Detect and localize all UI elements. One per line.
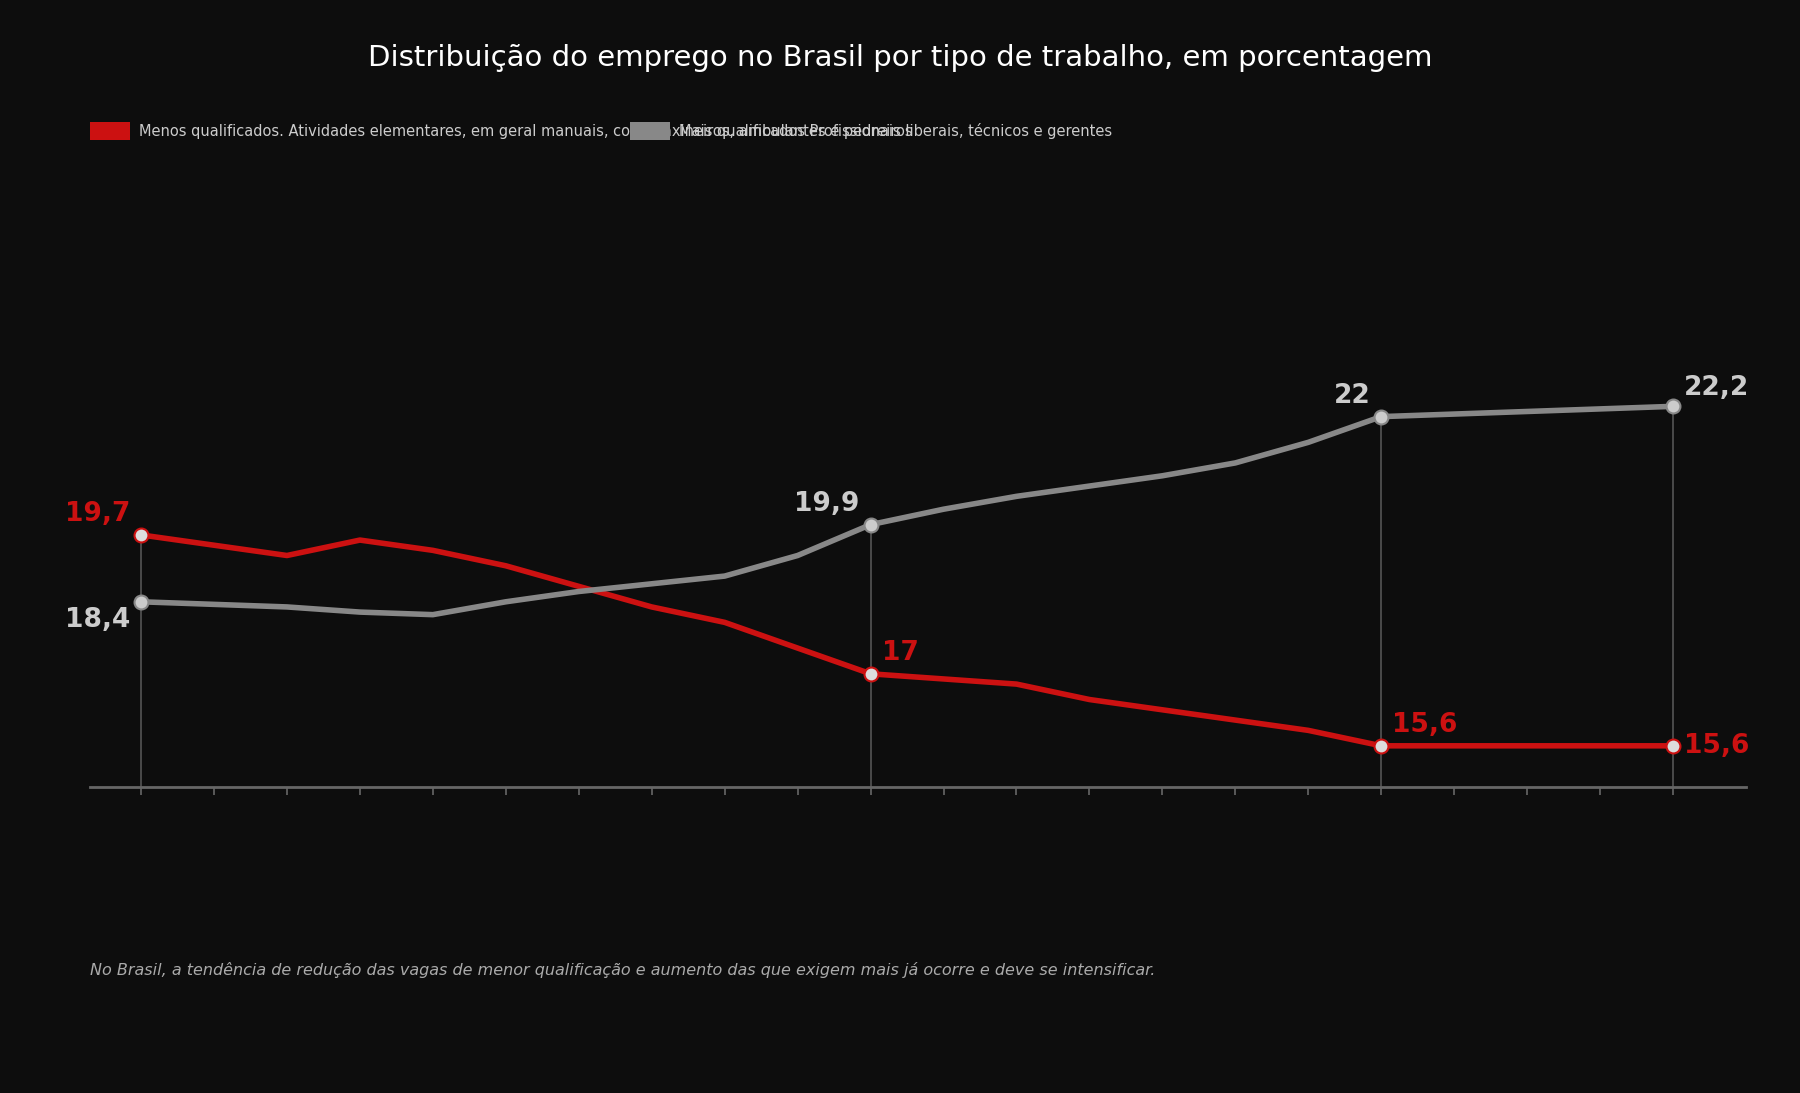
Text: Mais qualificados Profissionais liberais, técnicos e gerentes: Mais qualificados Profissionais liberais… — [679, 124, 1112, 139]
Text: 17: 17 — [882, 640, 918, 666]
Text: No Brasil, a tendência de redução das vagas de menor qualificação e aumento das : No Brasil, a tendência de redução das va… — [90, 962, 1156, 978]
Text: 19,7: 19,7 — [65, 502, 130, 527]
Text: 18,4: 18,4 — [65, 607, 130, 633]
Text: 22,2: 22,2 — [1685, 375, 1750, 401]
Text: 15,6: 15,6 — [1391, 713, 1458, 738]
Text: Menos qualificados. Atividades elementares, em geral manuais, como faxineiros, a: Menos qualificados. Atividades elementar… — [139, 124, 913, 139]
Text: 22: 22 — [1334, 383, 1370, 409]
Text: 19,9: 19,9 — [794, 491, 860, 517]
Text: Distribuição do emprego no Brasil por tipo de trabalho, em porcentagem: Distribuição do emprego no Brasil por ti… — [367, 44, 1433, 72]
Text: 15,6: 15,6 — [1685, 732, 1750, 759]
